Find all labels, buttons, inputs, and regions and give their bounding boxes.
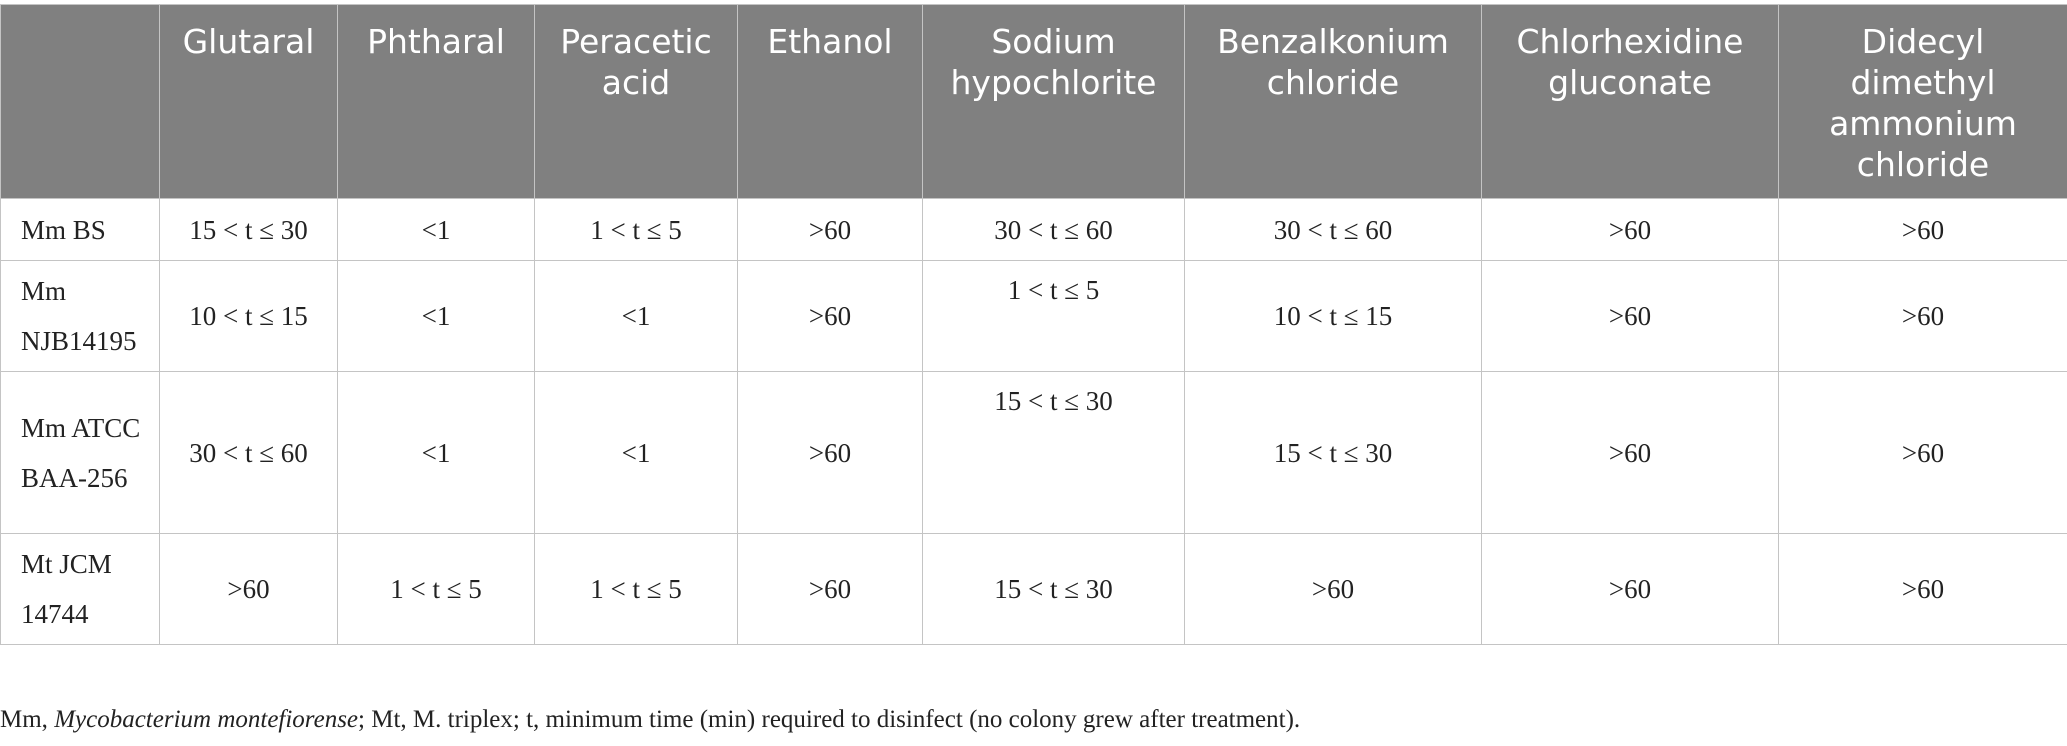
header-cell-benzalkonium-chloride: Benzalkonium chloride: [1184, 4, 1482, 199]
header-cell-strain: [0, 4, 160, 199]
table-cell: 1 < t ≤ 5: [337, 533, 535, 645]
table-cell: 15 < t ≤ 30: [159, 198, 338, 261]
header-cell-sodium-hypochlorite: Sodium hypochlorite: [922, 4, 1185, 199]
table-cell: >60: [1778, 371, 2067, 534]
table-cell: >60: [1778, 198, 2067, 261]
table-cell: <1: [534, 371, 738, 534]
table-cell: 30 < t ≤ 60: [159, 371, 338, 534]
table-cell: 30 < t ≤ 60: [922, 198, 1185, 261]
row-label: Mm NJB14195: [0, 260, 160, 372]
table-cell: 10 < t ≤ 15: [1184, 260, 1482, 372]
table-cell: >60: [737, 533, 923, 645]
table-cell: 15 < t ≤ 30: [922, 371, 1185, 534]
table-cell: 1 < t ≤ 5: [922, 260, 1185, 372]
header-cell-glutaral: Glutaral: [159, 4, 338, 199]
footnote-rest: ; Mt, M. triplex; t, minimum time (min) …: [358, 706, 1301, 733]
table-cell: <1: [337, 260, 535, 372]
header-cell-chlorhexidine-gluconate: Chlorhexidine gluconate: [1481, 4, 1779, 199]
row-label: Mm BS: [0, 198, 160, 261]
table-cell: >60: [1481, 371, 1779, 534]
header-cell-ethanol: Ethanol: [737, 4, 923, 199]
table-cell: 1 < t ≤ 5: [534, 198, 738, 261]
table-cell: <1: [534, 260, 738, 372]
row-label: Mt JCM 14744: [0, 533, 160, 645]
table-cell: >60: [1778, 533, 2067, 645]
disinfectant-table: Glutaral Phtharal Peracetic acid Ethanol…: [0, 4, 2067, 645]
table-cell: 15 < t ≤ 30: [1184, 371, 1482, 534]
table-cell: 10 < t ≤ 15: [159, 260, 338, 372]
footnote-species: Mycobacterium montefiorense: [54, 706, 359, 733]
header-row: Glutaral Phtharal Peracetic acid Ethanol…: [0, 4, 2067, 199]
header-cell-didecyl-dimethyl-ammonium-chloride: Didecyl dimethyl ammonium chloride: [1778, 4, 2067, 199]
table-cell: >60: [1481, 198, 1779, 261]
table-cell: >60: [1481, 533, 1779, 645]
table-row: Mm NJB14195 10 < t ≤ 15 <1 <1 >60 1 < t …: [0, 260, 2067, 372]
table-cell: >60: [737, 260, 923, 372]
table-cell: >60: [1778, 260, 2067, 372]
table-row: Mm BS 15 < t ≤ 30 <1 1 < t ≤ 5 >60 30 < …: [0, 198, 2067, 261]
table-cell: 30 < t ≤ 60: [1184, 198, 1482, 261]
table-cell: <1: [337, 371, 535, 534]
table-cell: >60: [737, 371, 923, 534]
table-cell: 1 < t ≤ 5: [534, 533, 738, 645]
table-cell: <1: [337, 198, 535, 261]
row-label: Mm ATCC BAA-256: [0, 371, 160, 534]
table-cell: >60: [1184, 533, 1482, 645]
table-cell: 15 < t ≤ 30: [922, 533, 1185, 645]
header-cell-phtharal: Phtharal: [337, 4, 535, 199]
table-footnote: Mm, Mycobacterium montefiorense; Mt, M. …: [0, 706, 1300, 734]
footnote-prefix: Mm,: [0, 706, 55, 733]
table-cell: >60: [1481, 260, 1779, 372]
table-cell: >60: [159, 533, 338, 645]
table-cell: >60: [737, 198, 923, 261]
table-row: Mm ATCC BAA-256 30 < t ≤ 60 <1 <1 >60 15…: [0, 371, 2067, 534]
table-row: Mt JCM 14744 >60 1 < t ≤ 5 1 < t ≤ 5 >60…: [0, 533, 2067, 645]
header-cell-peracetic-acid: Peracetic acid: [534, 4, 738, 199]
